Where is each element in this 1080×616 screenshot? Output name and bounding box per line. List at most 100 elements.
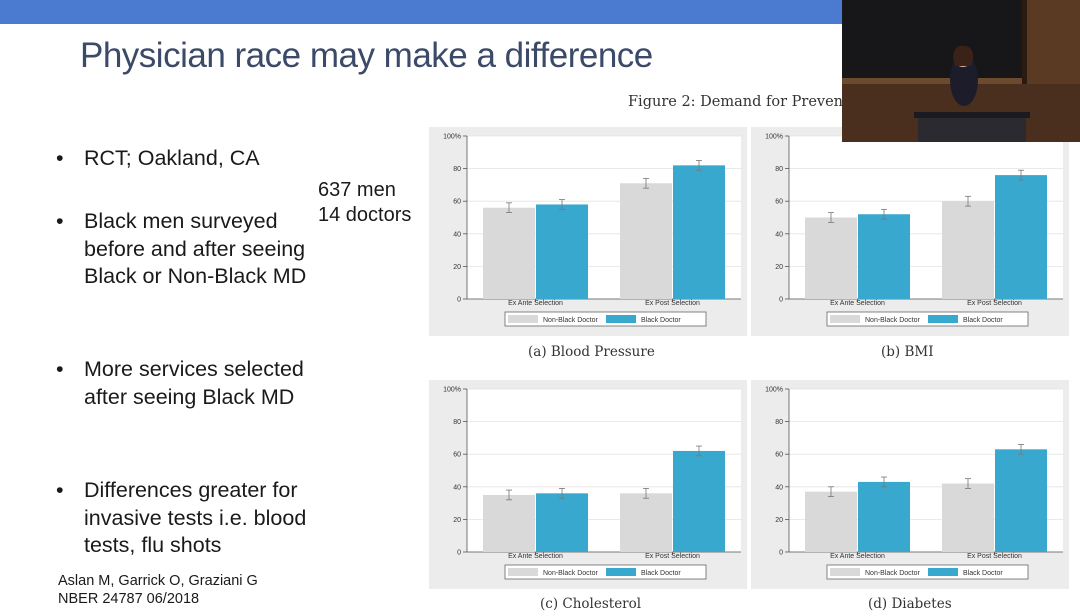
legend-swatch (830, 315, 860, 323)
y-tick-label: 100% (765, 387, 783, 394)
y-tick-label: 60 (775, 452, 783, 459)
bullet-item: • More services selected after seeing Bla… (56, 356, 316, 411)
legend-swatch (508, 568, 538, 576)
legend-label: Black Doctor (641, 570, 681, 577)
y-tick-label: 40 (453, 231, 461, 238)
y-tick-label: 40 (453, 484, 461, 491)
legend-label: Black Doctor (963, 317, 1003, 324)
legend-label: Non-Black Doctor (543, 570, 599, 577)
speaker-video-image (842, 0, 1080, 142)
bar-chart: 0 20 40 60 80 100% Ex Ante Selection Ex Post Se… (765, 134, 1063, 327)
bar-chart: 0 20 40 60 80 100% Ex Ante Selection Ex Post Se… (443, 134, 741, 327)
bar (942, 201, 994, 299)
y-tick-label: 40 (775, 231, 783, 238)
legend-swatch (606, 568, 636, 576)
legend-label: Black Doctor (963, 570, 1003, 577)
bullet-text: RCT; Oakland, CA (84, 146, 260, 170)
bar (673, 450, 725, 552)
chart-panel-cholesterol: 0 20 40 60 80 100% Ex Ante Selection Ex Post Se… (429, 380, 747, 589)
y-tick-label: 0 (779, 550, 783, 557)
figure-caption: Figure 2: Demand for Preventi (628, 94, 854, 110)
caption-cholesterol: (c) Cholesterol (540, 596, 642, 612)
x-tick-label: Ex Ante Selection (830, 300, 885, 307)
legend-label: Non-Black Doctor (865, 317, 921, 324)
chart-panel-diabetes: 0 20 40 60 80 100% Ex Ante Selection Ex Post Se… (751, 380, 1069, 589)
citation-authors: Aslan M, Garrick O, Graziani G (58, 573, 258, 589)
bullet-item: • RCT; Oakland, CA (56, 145, 316, 173)
y-tick-label: 20 (453, 517, 461, 524)
bar (995, 449, 1047, 552)
legend-swatch (928, 568, 958, 576)
speaker-video-inset (842, 0, 1080, 142)
legend-swatch (606, 315, 636, 323)
x-tick-label: Ex Ante Selection (508, 553, 563, 560)
bar-chart: 0 20 40 60 80 100% Ex Ante Selection Ex Post Se… (443, 387, 741, 580)
chart-panel-bmi: 0 20 40 60 80 100% Ex Ante Selection Ex Post Se… (751, 127, 1069, 336)
y-tick-label: 80 (453, 419, 461, 426)
y-tick-label: 40 (775, 484, 783, 491)
caption-diabetes: (d) Diabetes (868, 596, 952, 612)
legend-label: Black Doctor (641, 317, 681, 324)
legend-box (504, 564, 707, 580)
citation: Aslan M, Garrick O, Graziani G NBER 2478… (58, 572, 258, 608)
bar (536, 493, 588, 552)
y-tick-label: 0 (457, 550, 461, 557)
bar (805, 217, 857, 299)
bullet-dot-icon: • (56, 146, 64, 170)
bullet-text: Differences greater for invasive tests i… (84, 478, 307, 557)
x-tick-label: Ex Post Selection (645, 300, 700, 307)
bar (620, 183, 672, 299)
y-tick-label: 80 (775, 166, 783, 173)
y-tick-label: 100% (443, 134, 461, 141)
bullet-text: Black men surveyed before and after seei… (84, 209, 307, 288)
x-tick-label: Ex Ante Selection (508, 300, 563, 307)
legend-box (826, 564, 1029, 580)
legend-label: Non-Black Doctor (865, 570, 921, 577)
legend-swatch (928, 315, 958, 323)
legend-box (826, 311, 1029, 327)
bar (673, 165, 725, 299)
y-tick-label: 0 (779, 297, 783, 304)
x-tick-label: Ex Ante Selection (830, 553, 885, 560)
bullet-dot-icon: • (56, 357, 64, 381)
y-tick-label: 0 (457, 297, 461, 304)
slide-title: Physician race may make a difference (80, 36, 653, 75)
y-tick-label: 20 (775, 264, 783, 271)
caption-blood-pressure: (a) Blood Pressure (528, 344, 655, 360)
y-tick-label: 20 (775, 517, 783, 524)
bar-chart: 0 20 40 60 80 100% Ex Ante Selection Ex Post Se… (765, 387, 1063, 580)
chart-panel-blood-pressure: 0 20 40 60 80 100% Ex Ante Selection Ex Post Se… (429, 127, 747, 336)
bar (858, 481, 910, 552)
y-tick-label: 100% (765, 134, 783, 141)
bullet-dot-icon: • (56, 478, 64, 502)
y-tick-label: 80 (775, 419, 783, 426)
y-tick-label: 80 (453, 166, 461, 173)
bar (536, 204, 588, 299)
y-tick-label: 60 (775, 199, 783, 206)
bullet-dot-icon: • (56, 209, 64, 233)
bar (805, 491, 857, 552)
citation-ref: NBER 24787 06/2018 (58, 591, 200, 607)
bullet-item: • Black men surveyed before and after see… (56, 208, 316, 291)
legend-swatch (508, 315, 538, 323)
y-tick-label: 60 (453, 452, 461, 459)
bar (483, 207, 535, 299)
y-tick-label: 100% (443, 387, 461, 394)
stat-men: 637 men (318, 179, 396, 201)
study-stats: 637 men 14 doctors (318, 178, 411, 228)
x-tick-label: Ex Post Selection (967, 300, 1022, 307)
bar (942, 483, 994, 552)
legend-swatch (830, 568, 860, 576)
bar (620, 493, 672, 552)
x-tick-label: Ex Post Selection (645, 553, 700, 560)
y-tick-label: 20 (453, 264, 461, 271)
y-tick-label: 60 (453, 199, 461, 206)
bar (995, 175, 1047, 299)
bar (858, 214, 910, 299)
x-tick-label: Ex Post Selection (967, 553, 1022, 560)
legend-box (504, 311, 707, 327)
bullet-text: More services selected after seeing Blac… (84, 357, 304, 409)
caption-bmi: (b) BMI (881, 344, 934, 360)
legend-label: Non-Black Doctor (543, 317, 599, 324)
bullet-item: • Differences greater for invasive tests … (56, 477, 316, 560)
